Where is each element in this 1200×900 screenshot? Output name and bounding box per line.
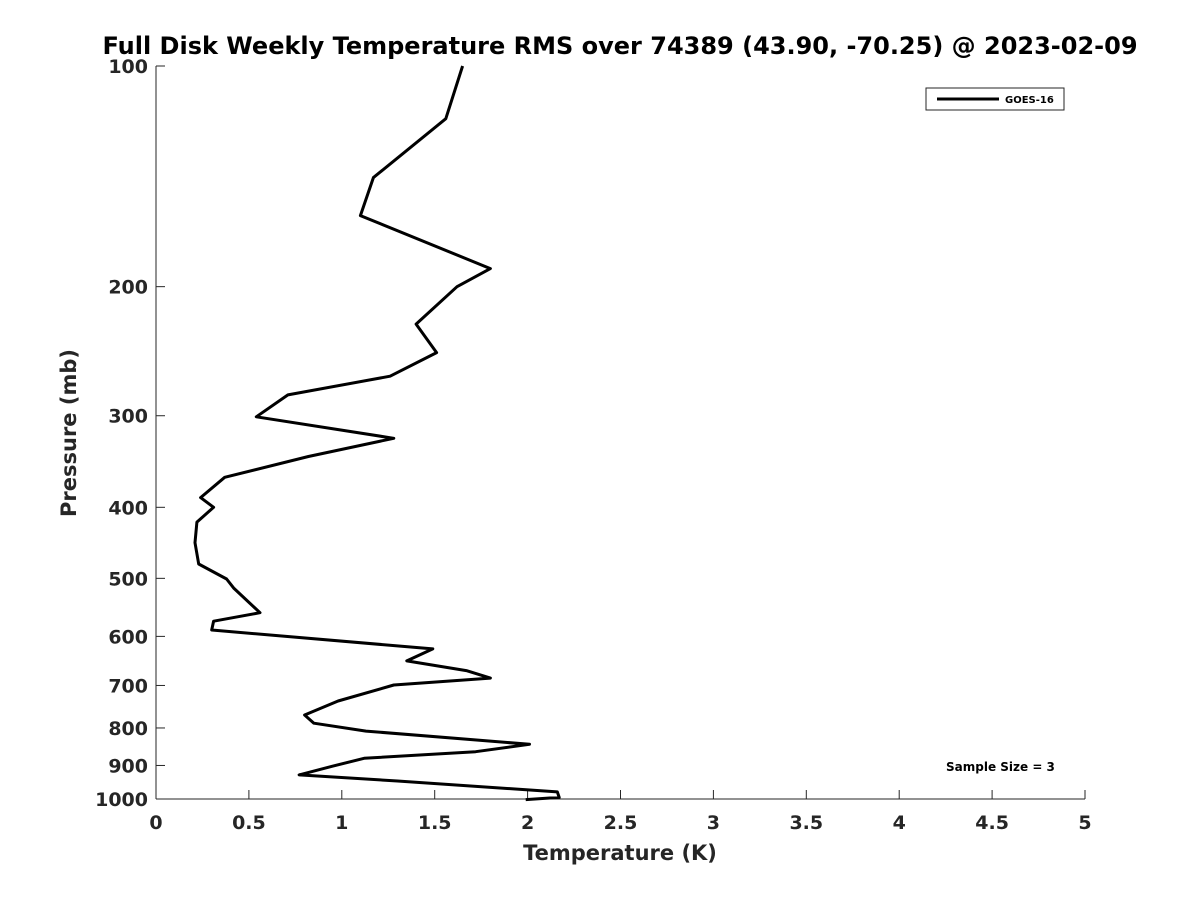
x-tick-label: 1 bbox=[335, 812, 348, 834]
x-tick-label: 0.5 bbox=[232, 812, 266, 834]
x-axis-label: Temperature (K) bbox=[523, 841, 717, 865]
x-tick-label: 3.5 bbox=[789, 812, 823, 834]
x-tick-label: 4.5 bbox=[975, 812, 1009, 834]
x-tick-label: 3 bbox=[707, 812, 720, 834]
legend: GOES-16 bbox=[925, 87, 1065, 111]
y-axis-ticks: 100 200 300 400 500 600 700 800 900 1000 bbox=[95, 56, 165, 811]
y-tick-label: 600 bbox=[108, 626, 148, 648]
plot-area bbox=[155, 66, 1085, 800]
y-tick-label: 700 bbox=[108, 675, 148, 697]
x-tick-label: 1.5 bbox=[418, 812, 452, 834]
x-tick-label: 2 bbox=[521, 812, 534, 834]
y-tick-label: 200 bbox=[108, 277, 148, 299]
legend-label: GOES-16 bbox=[1005, 95, 1054, 106]
x-tick-label: 2.5 bbox=[604, 812, 638, 834]
series-line-goes-16 bbox=[193, 65, 561, 802]
y-axis-label: Pressure (mb) bbox=[57, 349, 81, 517]
y-tick-label: 100 bbox=[108, 56, 148, 78]
y-tick-label: 1000 bbox=[95, 789, 148, 811]
chart-title: Full Disk Weekly Temperature RMS over 74… bbox=[102, 32, 1137, 60]
y-tick-label: 400 bbox=[108, 497, 148, 519]
x-tick-label: 5 bbox=[1078, 812, 1091, 834]
y-tick-label: 900 bbox=[108, 755, 148, 777]
y-tick-label: 500 bbox=[108, 568, 148, 590]
y-tick-label: 300 bbox=[108, 406, 148, 428]
x-axis-ticks: 0 0.5 1 1.5 2 2.5 3 3.5 4 4.5 5 bbox=[149, 790, 1092, 834]
sample-size-annotation: Sample Size = 3 bbox=[946, 760, 1055, 774]
y-tick-label: 800 bbox=[108, 718, 148, 740]
x-tick-label: 4 bbox=[893, 812, 906, 834]
x-tick-label: 0 bbox=[149, 812, 162, 834]
